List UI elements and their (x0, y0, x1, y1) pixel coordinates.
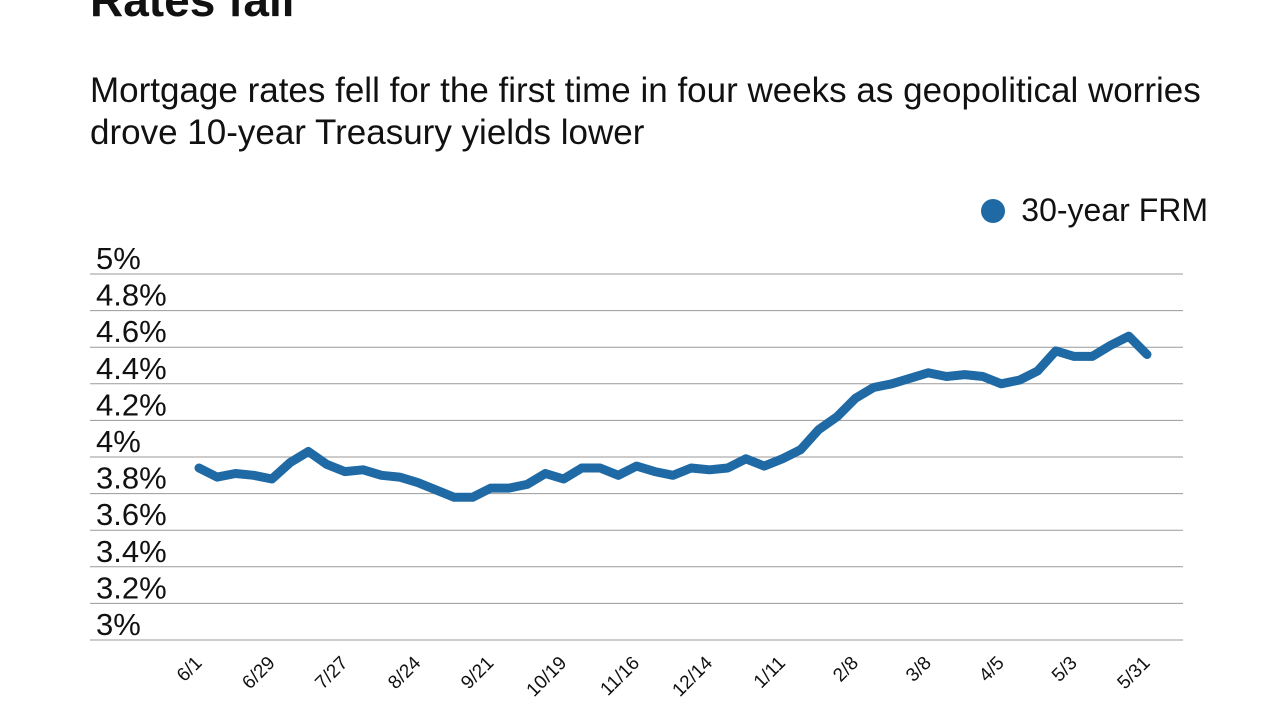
y-tick-label: 5% (96, 241, 141, 276)
y-tick-label: 3.4% (96, 534, 167, 569)
y-tick-label: 3.8% (96, 461, 167, 496)
chart-subtitle: Mortgage rates fell for the first time i… (90, 71, 1201, 152)
x-tick-label: 4/5 (975, 653, 1009, 687)
y-tick-label: 4.6% (96, 314, 167, 349)
x-tick-label: 1/11 (750, 653, 790, 693)
legend-label: 30-year FRM (1021, 192, 1208, 228)
y-tick-label: 3.2% (96, 570, 167, 605)
chart-title: Rates fall (90, 0, 295, 26)
y-tick-label: 4.4% (96, 351, 167, 386)
x-tick-label: 3/8 (902, 653, 936, 687)
legend: 30-year FRM (981, 192, 1208, 229)
series-line (194, 331, 1152, 502)
x-tick-label: 9/21 (457, 653, 498, 694)
y-tick-label: 4.8% (96, 278, 167, 313)
x-tick-label: 11/16 (597, 653, 644, 700)
x-tick-label: 2/8 (829, 653, 863, 687)
y-tick-label: 3% (96, 607, 141, 642)
y-tick-label: 3.6% (96, 497, 167, 532)
x-tick-label: 10/19 (523, 653, 571, 701)
x-tick-label: 5/3 (1048, 653, 1082, 687)
y-tick-label: 4% (96, 424, 141, 459)
x-tick-label: 6/1 (173, 653, 207, 687)
x-tick-label: 7/27 (311, 653, 352, 694)
x-tick-label: 8/24 (384, 652, 425, 693)
y-tick-label: 4.2% (96, 387, 167, 422)
legend-marker-icon (981, 198, 1006, 223)
x-tick-label: 6/29 (238, 653, 279, 694)
x-tick-label: 12/14 (669, 652, 718, 701)
x-tick-label: 5/31 (1114, 653, 1155, 694)
